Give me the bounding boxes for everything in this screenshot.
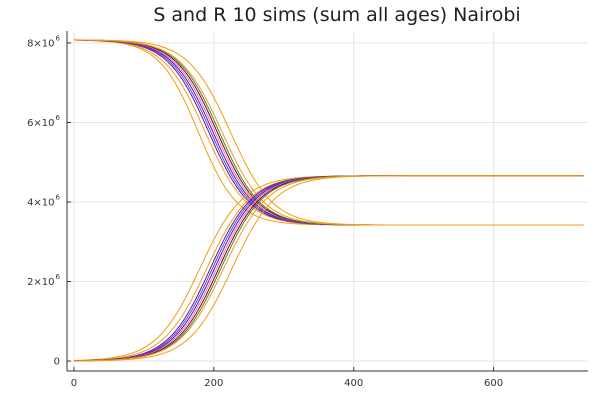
data-series [73, 39, 584, 362]
x-tick-label: 400 [344, 378, 363, 389]
x-tick-label: 200 [204, 378, 223, 389]
y-tick-label: 6×106 [27, 114, 60, 129]
y-tick-label: 4×106 [27, 193, 60, 208]
y-tick-label: 8×106 [27, 34, 60, 49]
x-tick-label: 0 [71, 378, 77, 389]
y-tick-label: 2×106 [27, 273, 60, 288]
recovered-sim-line-20 [73, 175, 584, 362]
grid-lines [67, 31, 588, 371]
susceptible-sim-line-10 [73, 39, 584, 226]
tick-labels: 0 200 400 600 0 2×106 4×106 6×106 8×106 [27, 34, 503, 389]
x-tick-label: 600 [484, 378, 503, 389]
chart-title: S and R 10 sims (sum all ages) Nairobi [153, 4, 520, 26]
y-tick-label: 0 [54, 357, 60, 368]
axes [66, 31, 588, 372]
